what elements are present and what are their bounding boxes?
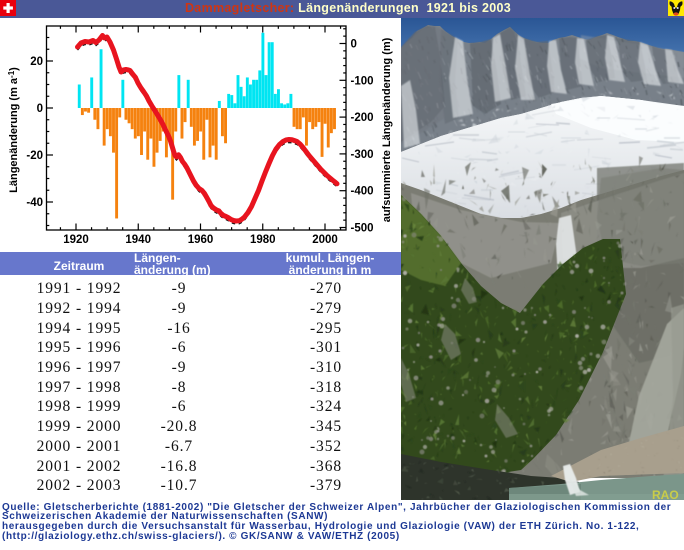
svg-text:0: 0 [351,39,357,51]
svg-text:1960: 1960 [188,234,214,246]
svg-text:1920: 1920 [63,234,89,246]
svg-text:-40: -40 [26,197,43,209]
svg-text:20: 20 [30,56,43,68]
svg-text:0: 0 [37,103,43,115]
svg-text:aufsummierte Längenänderung (: aufsummierte Längenänderung (m) [381,37,393,222]
svg-text:Längenänderung (m a-1): Längenänderung (m a-1) [7,67,20,193]
svg-text:-100: -100 [351,75,374,87]
svg-text:2000: 2000 [312,234,338,246]
svg-text:-500: -500 [351,223,374,235]
svg-text:RAO: RAO [652,488,679,502]
svg-text:-400: -400 [351,186,374,198]
svg-text:1940: 1940 [125,234,151,246]
svg-text:1980: 1980 [250,234,276,246]
svg-text:-300: -300 [351,149,374,161]
svg-text:-200: -200 [351,112,374,124]
svg-text:-20: -20 [26,150,43,162]
